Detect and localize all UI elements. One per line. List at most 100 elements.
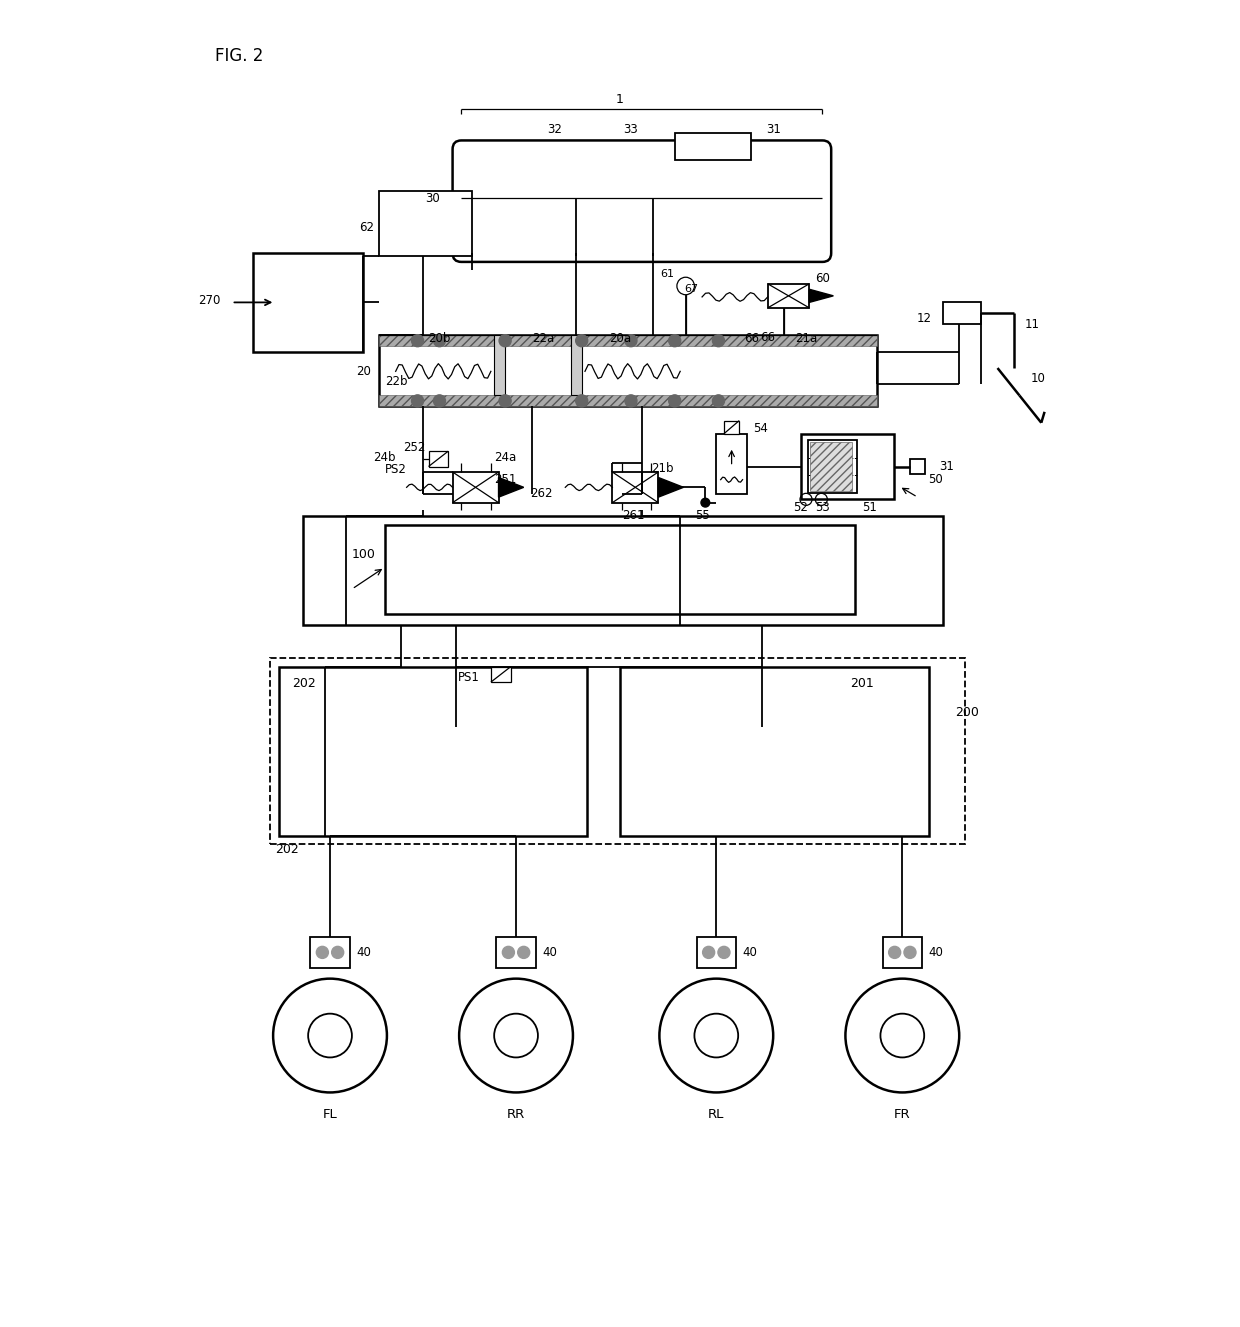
Circle shape	[713, 334, 724, 346]
Text: 100: 100	[352, 548, 376, 560]
Circle shape	[718, 946, 730, 958]
Text: 24a: 24a	[494, 451, 516, 464]
Text: 202: 202	[275, 843, 299, 856]
Bar	[303, 516, 942, 625]
Circle shape	[316, 946, 329, 958]
Polygon shape	[810, 289, 833, 303]
Text: FL: FL	[322, 1108, 337, 1121]
Text: 40: 40	[929, 946, 944, 959]
Text: 262: 262	[531, 487, 553, 500]
Text: 11: 11	[1025, 317, 1040, 330]
Text: 12: 12	[916, 312, 932, 325]
Text: 66: 66	[744, 332, 759, 345]
Circle shape	[434, 334, 445, 346]
Text: 61: 61	[661, 269, 675, 279]
Text: 20: 20	[356, 365, 371, 378]
Text: 1: 1	[616, 93, 624, 106]
Bar	[675, 133, 751, 161]
Bar	[491, 666, 511, 682]
Text: RL: RL	[708, 1108, 724, 1121]
Circle shape	[502, 946, 515, 958]
Bar	[910, 459, 925, 474]
Text: 66: 66	[760, 330, 775, 344]
Circle shape	[701, 498, 709, 507]
Bar	[379, 191, 472, 256]
Text: 54: 54	[754, 422, 769, 435]
Bar	[279, 666, 588, 836]
Text: 22b: 22b	[384, 374, 407, 387]
Circle shape	[412, 395, 424, 407]
Text: 67: 67	[684, 284, 699, 295]
Text: 51: 51	[862, 500, 877, 514]
Circle shape	[625, 395, 637, 407]
Bar	[570, 336, 582, 395]
Text: 55: 55	[694, 510, 709, 523]
Text: 261: 261	[622, 510, 645, 523]
Bar	[496, 937, 536, 967]
Bar	[384, 524, 856, 614]
Circle shape	[668, 334, 681, 346]
Bar	[253, 253, 363, 352]
Text: PS1: PS1	[458, 671, 480, 685]
Polygon shape	[498, 478, 523, 498]
Circle shape	[625, 334, 637, 346]
Text: 21b: 21b	[651, 462, 673, 475]
Circle shape	[412, 334, 424, 346]
Bar	[429, 451, 448, 467]
Text: 33: 33	[624, 123, 639, 135]
Text: 202: 202	[291, 677, 315, 690]
Bar	[768, 284, 810, 308]
Bar	[453, 472, 498, 503]
Circle shape	[889, 946, 900, 958]
Text: 40: 40	[356, 946, 371, 959]
Text: 60: 60	[815, 272, 830, 285]
Text: 53: 53	[815, 500, 830, 514]
Text: 22a: 22a	[532, 332, 554, 345]
Circle shape	[904, 946, 916, 958]
Text: 31: 31	[766, 123, 781, 135]
Circle shape	[703, 946, 714, 958]
Text: FIG. 2: FIG. 2	[215, 48, 263, 65]
Text: RR: RR	[507, 1108, 526, 1121]
Text: 21a: 21a	[795, 332, 817, 345]
Text: 10: 10	[1030, 373, 1045, 385]
Bar	[717, 434, 746, 494]
Circle shape	[434, 395, 445, 407]
Bar	[724, 421, 739, 434]
Text: PS2: PS2	[384, 463, 407, 476]
Bar	[495, 336, 505, 395]
Bar	[811, 442, 852, 491]
Text: 40: 40	[743, 946, 758, 959]
Text: 24b: 24b	[373, 451, 396, 464]
Text: 251: 251	[494, 474, 516, 486]
Circle shape	[498, 395, 511, 407]
Circle shape	[575, 395, 588, 407]
Bar	[379, 336, 877, 406]
Bar	[808, 441, 857, 492]
Text: 40: 40	[542, 946, 557, 959]
Bar	[697, 937, 737, 967]
Text: 32: 32	[547, 123, 562, 135]
Text: 201: 201	[849, 677, 873, 690]
Circle shape	[713, 395, 724, 407]
FancyBboxPatch shape	[453, 141, 831, 261]
Circle shape	[517, 946, 529, 958]
Circle shape	[575, 334, 588, 346]
Bar	[379, 336, 877, 346]
Text: 252: 252	[403, 442, 425, 454]
Bar	[620, 666, 929, 836]
Bar	[270, 658, 965, 844]
Text: 30: 30	[424, 192, 439, 204]
Text: 52: 52	[794, 500, 808, 514]
Text: 20b: 20b	[428, 332, 450, 345]
Circle shape	[668, 395, 681, 407]
Text: 50: 50	[929, 474, 944, 486]
Bar	[883, 937, 923, 967]
Text: 270: 270	[198, 293, 221, 307]
Bar	[613, 472, 658, 503]
Bar	[310, 937, 350, 967]
Bar	[942, 303, 981, 324]
Text: 62: 62	[358, 222, 373, 235]
Circle shape	[498, 334, 511, 346]
Bar	[801, 434, 894, 499]
